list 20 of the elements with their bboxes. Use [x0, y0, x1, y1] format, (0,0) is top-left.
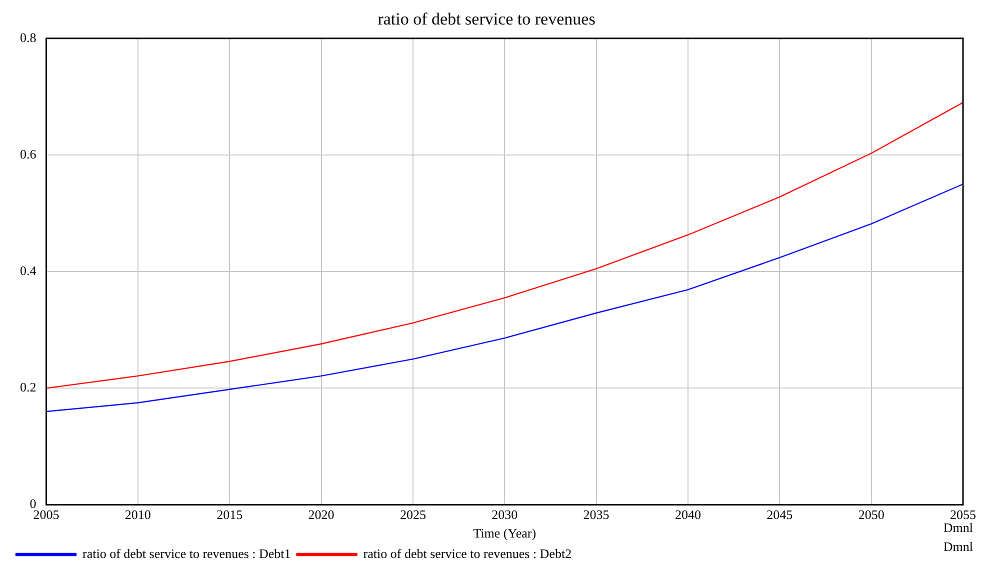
x-axis-title: Time (Year) [473, 526, 536, 541]
x-tick-label: 2015 [216, 507, 243, 522]
y-tick-label: 0.2 [20, 380, 36, 395]
x-tick-label: 2025 [400, 507, 426, 522]
legend-label: ratio of debt service to revenues : Debt2 [363, 546, 572, 561]
x-tick-label: 2045 [766, 507, 793, 522]
x-tick-label: 2040 [674, 507, 701, 522]
text: Dmnl [943, 520, 973, 536]
y-tick-label: 0.6 [20, 146, 37, 162]
x-tick-label: 2020 [308, 507, 334, 522]
legend-label: ratio of debt service to revenues : Debt1 [82, 546, 291, 561]
y-tick-label: 0.4 [20, 263, 37, 278]
y-tick-label: 0.8 [20, 30, 36, 45]
x-tick-label: 2035 [583, 507, 610, 522]
x-tick-label: 2055 [950, 507, 976, 522]
x-tick-label: 2010 [124, 507, 151, 522]
x-tick-label: 2050 [858, 507, 884, 522]
x-tick-label: 2030 [492, 507, 518, 522]
text: Dmnl [943, 538, 973, 554]
chart-title: ratio of debt service to revenues [378, 10, 596, 29]
